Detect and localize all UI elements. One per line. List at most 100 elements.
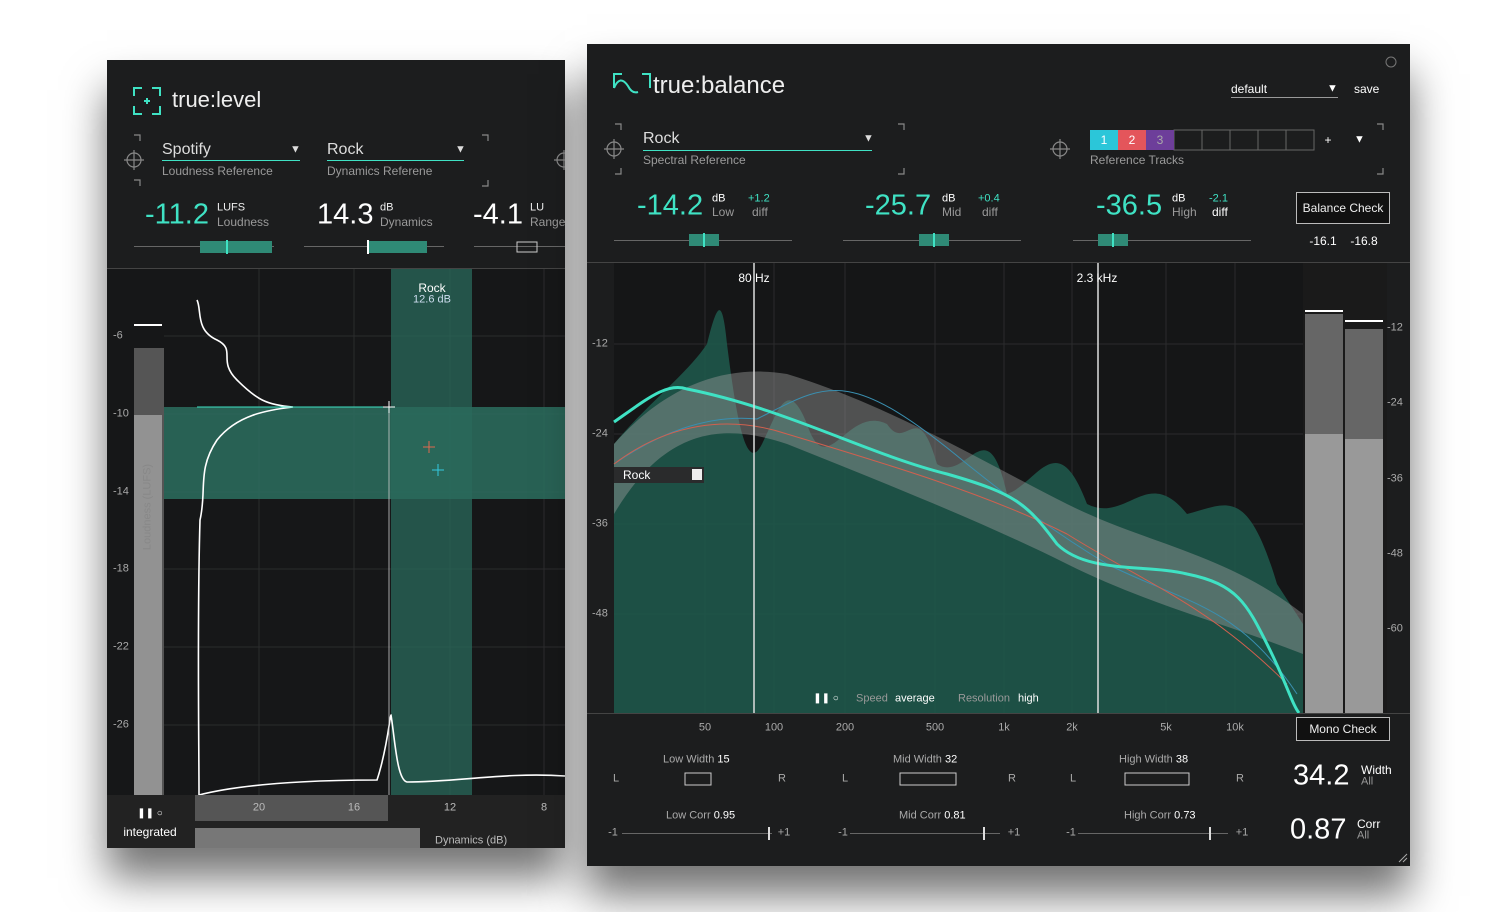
width-value: 38 xyxy=(1175,753,1189,766)
pause-button[interactable]: ❚❚ ○ xyxy=(137,808,163,819)
caption: Spectral Reference xyxy=(643,153,746,167)
resolution-value[interactable]: high xyxy=(1018,692,1039,705)
pause-button[interactable]: ❚❚ ○ xyxy=(813,693,839,704)
marker-label[interactable]: 80 Hz xyxy=(738,271,770,285)
x-label: 2k xyxy=(1066,721,1078,734)
y-label: -22 xyxy=(113,640,129,653)
dropdown-arrow[interactable]: ▼ xyxy=(1354,133,1365,146)
preset-dropdown[interactable]: default xyxy=(1231,82,1268,96)
width-label: Mid Width 32 xyxy=(893,753,957,766)
speed-value[interactable]: average xyxy=(895,692,935,705)
total-sub: All xyxy=(1357,829,1370,842)
width-name: High Width xyxy=(1119,753,1173,766)
reference-name: Rock xyxy=(418,281,446,295)
meter-label: -12 xyxy=(1387,321,1403,334)
underline xyxy=(643,150,872,151)
band-value: -14.2 xyxy=(637,189,704,222)
meter-label: -60 xyxy=(1387,622,1403,635)
width-label: Low Width 15 xyxy=(663,753,730,766)
dropdown-arrow[interactable]: ▼ xyxy=(290,143,301,156)
band-diff: +1.2 xyxy=(748,192,770,205)
corr-name: High Corr xyxy=(1124,809,1172,822)
underline xyxy=(327,160,464,161)
width-name: Low Width xyxy=(663,753,715,766)
total-label: Corr xyxy=(1357,817,1381,831)
band-label: Mid xyxy=(942,205,962,219)
meter-value: -11.2 xyxy=(145,198,209,231)
save-button[interactable]: save xyxy=(1354,82,1380,96)
total-label: Width xyxy=(1361,763,1392,777)
y-label: -12 xyxy=(592,337,608,350)
dynamics-label: Dynamics (dB) xyxy=(435,834,508,847)
band-diff: -2.1 xyxy=(1209,192,1228,205)
dropdown-arrow[interactable]: ▼ xyxy=(1327,82,1338,95)
min-label: -1 xyxy=(1066,826,1076,839)
width-value: 15 xyxy=(717,753,730,766)
track-button[interactable]: 2 xyxy=(1128,133,1136,147)
x-label: 10k xyxy=(1226,721,1244,734)
band-diff-label: diff xyxy=(1212,205,1228,219)
corr-label: High Corr 0.73 xyxy=(1124,809,1196,822)
dropdown-value[interactable]: Rock xyxy=(643,130,680,147)
underline xyxy=(162,160,300,161)
max-label: +1 xyxy=(1007,826,1021,839)
resolution-label: Resolution xyxy=(958,692,1010,705)
y-label: -6 xyxy=(113,329,123,342)
meter-unit: LUFS xyxy=(217,201,246,214)
axis-title: Loudness (LUFS) xyxy=(141,463,154,551)
balance-graphics xyxy=(587,56,1410,863)
track-button[interactable]: 3 xyxy=(1156,133,1164,147)
meter-unit: LU xyxy=(530,201,545,214)
y-label: -24 xyxy=(592,427,608,440)
band-diff-label: diff xyxy=(752,205,768,219)
balance-value: -16.8 xyxy=(1350,234,1378,248)
balance-value: -16.1 xyxy=(1309,234,1337,248)
left-label: L xyxy=(612,772,620,785)
meter-value: 14.3 xyxy=(317,198,374,231)
meter-label: -24 xyxy=(1387,396,1403,409)
marker-label[interactable]: 2.3 kHz xyxy=(1076,271,1118,285)
corr-name: Mid Corr xyxy=(899,809,942,822)
corr-value: 0.73 xyxy=(1174,809,1196,822)
level-graphics xyxy=(107,87,565,848)
dropdown-value[interactable]: Rock xyxy=(327,141,364,158)
x-label: 50 xyxy=(698,721,712,734)
speed-label: Speed xyxy=(856,692,888,705)
meter-unit: dB xyxy=(380,201,394,214)
track-button[interactable]: 1 xyxy=(1100,133,1108,147)
caption: Loudness Reference xyxy=(162,164,273,178)
mode[interactable]: integrated xyxy=(123,825,177,839)
y-label: -26 xyxy=(113,718,129,731)
x-label: 100 xyxy=(764,721,784,734)
band-unit: dB xyxy=(1172,192,1186,205)
y-label: -48 xyxy=(592,607,608,620)
band-value: -25.7 xyxy=(865,189,932,222)
total-value: 0.87 xyxy=(1290,813,1347,846)
true-level-panel: true:level Spotify ▼ Loudness Reference … xyxy=(107,60,565,848)
logo: true:balance xyxy=(653,72,786,99)
band-diff: +0.4 xyxy=(978,192,1000,205)
add-track[interactable]: + xyxy=(1324,133,1332,147)
y-label: -10 xyxy=(113,407,129,420)
x-label: 8 xyxy=(540,801,548,814)
meter-value: -4.1 xyxy=(473,198,523,231)
right-label: R xyxy=(1008,772,1016,785)
mono-check-button[interactable]: Mono Check xyxy=(1296,717,1390,741)
band-label: High xyxy=(1172,205,1197,219)
width-name: Mid Width xyxy=(893,753,942,766)
band-unit: dB xyxy=(712,192,726,205)
dropdown-arrow[interactable]: ▼ xyxy=(455,143,466,156)
left-label: L xyxy=(1069,772,1077,785)
reference-value: 12.6 dB xyxy=(413,293,451,306)
y-label: -14 xyxy=(113,485,129,498)
width-label: High Width 38 xyxy=(1119,753,1189,766)
y-label: -36 xyxy=(592,517,608,530)
balance-check-button[interactable]: Balance Check xyxy=(1296,192,1390,224)
right-label: R xyxy=(1236,772,1244,785)
reference-tag: Rock xyxy=(623,468,651,482)
dropdown-value[interactable]: Spotify xyxy=(162,141,211,158)
x-label: 20 xyxy=(252,801,266,814)
caption: Dynamics Referene xyxy=(327,164,433,178)
dropdown-arrow[interactable]: ▼ xyxy=(863,132,874,145)
